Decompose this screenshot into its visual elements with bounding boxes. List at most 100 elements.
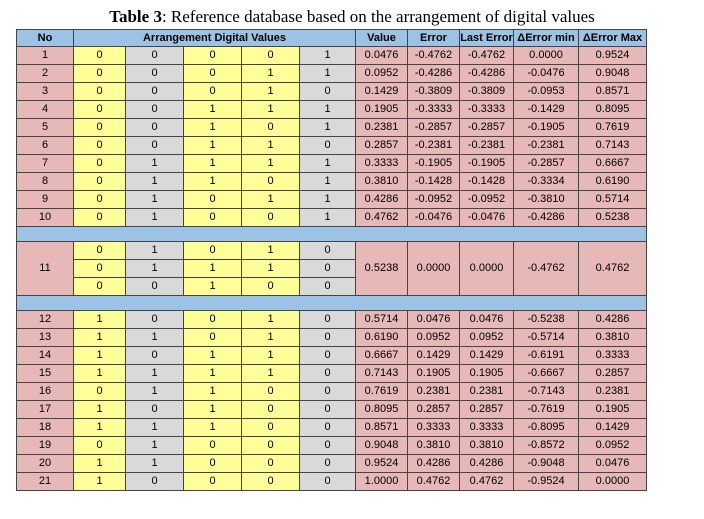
error-cell: -0.4762 [407, 46, 460, 65]
last-error-cell: 0.4286 [459, 454, 514, 473]
error-cell: 0.1905 [407, 364, 460, 383]
digit-cell: 1 [183, 382, 242, 401]
table-row: 8 0 1 1 0 1 0.3810 -0.1428 -0.1428 -0.3334 0.6190 [16, 172, 647, 191]
delta-error-min-cell: -0.1429 [513, 100, 579, 119]
delta-error-max-cell: 0.3810 [578, 328, 647, 347]
row-number: 10 [16, 208, 74, 227]
table-row: 3 0 0 0 1 0 0.1429 -0.3809 -0.3809 -0.0953 0.8571 [16, 82, 647, 101]
delta-error-max-cell: 0.0476 [578, 454, 647, 473]
delta-error-min-cell: -0.6191 [513, 346, 579, 365]
separator-cell [16, 226, 647, 242]
header-error: Error [407, 29, 460, 47]
digit-cell: 1 [183, 277, 242, 296]
digit-cell: 1 [183, 400, 242, 419]
digit-cell: 1 [241, 310, 300, 329]
digit-cell: 0 [73, 64, 126, 83]
table-row: 17 1 0 1 0 0 0.8095 0.2857 0.2857 -0.7619 0.1905 [16, 400, 647, 419]
header-delta-error-max: ΔError Max [578, 29, 647, 47]
table-row: 13 1 1 0 1 0 0.6190 0.0952 0.0952 -0.5714 0.3810 [16, 328, 647, 347]
error-cell: -0.2381 [407, 136, 460, 155]
delta-error-max-cell: 0.0000 [578, 472, 647, 491]
table-row: 15 1 1 1 1 0 0.7143 0.1905 0.1905 -0.6667 0.2857 [16, 364, 647, 383]
digit-cell: 0 [73, 259, 126, 278]
table-row: 6 0 0 1 1 0 0.2857 -0.2381 -0.2381 -0.2381 0.7143 [16, 136, 647, 155]
digit-cell: 1 [241, 346, 300, 365]
row-number: 21 [16, 472, 74, 491]
digit-cell: 1 [183, 364, 242, 383]
delta-error-min-cell: -0.4762 [513, 241, 579, 296]
delta-error-max-cell: 0.8571 [578, 82, 647, 101]
delta-error-max-cell: 0.8095 [578, 100, 647, 119]
digit-cell: 1 [241, 364, 300, 383]
digit-cell: 0 [299, 364, 356, 383]
digit-cell: 0 [299, 400, 356, 419]
value-cell: 0.5714 [355, 310, 408, 329]
last-error-cell: 0.0476 [459, 310, 514, 329]
value-cell: 0.6190 [355, 328, 408, 347]
digit-cell: 1 [125, 364, 184, 383]
error-cell: 0.0952 [407, 328, 460, 347]
digit-cell: 1 [183, 136, 242, 155]
delta-error-min-cell: -0.3810 [513, 190, 579, 209]
last-error-cell: 0.4762 [459, 472, 514, 491]
digit-cell: 0 [73, 172, 126, 191]
digit-cell: 0 [299, 136, 356, 155]
digit-cell: 0 [241, 208, 300, 227]
digit-cell: 1 [241, 328, 300, 347]
digit-cell: 1 [125, 382, 184, 401]
digit-cell: 1 [241, 154, 300, 173]
delta-error-min-cell: -0.9524 [513, 472, 579, 491]
delta-error-min-cell: -0.7143 [513, 382, 579, 401]
last-error-cell: 0.3810 [459, 436, 514, 455]
delta-error-max-cell: 0.2857 [578, 364, 647, 383]
digit-cell: 0 [299, 241, 356, 260]
delta-error-min-cell: -0.1905 [513, 118, 579, 137]
delta-error-max-cell: 0.3333 [578, 346, 647, 365]
delta-error-max-cell: 0.2381 [578, 382, 647, 401]
digit-cell: 0 [73, 208, 126, 227]
delta-error-max-cell: 0.7619 [578, 118, 647, 137]
digit-cell: 0 [125, 82, 184, 101]
digit-cell: 1 [183, 259, 242, 278]
digit-cell: 0 [183, 310, 242, 329]
digit-cell: 1 [125, 190, 184, 209]
digit-cell: 0 [183, 64, 242, 83]
row-number: 11 [16, 241, 74, 296]
value-cell: 0.7143 [355, 364, 408, 383]
reference-table: No Arrangement Digital Values Value Erro… [16, 29, 647, 491]
digit-cell: 1 [241, 259, 300, 278]
digit-cell: 0 [73, 190, 126, 209]
delta-error-min-cell: -0.0953 [513, 82, 579, 101]
digit-cell: 0 [125, 46, 184, 65]
delta-error-max-cell: 0.5238 [578, 208, 647, 227]
digit-cell: 1 [183, 418, 242, 437]
digit-cell: 1 [299, 154, 356, 173]
digit-cell: 1 [73, 328, 126, 347]
header-last-error: Last Error [459, 29, 514, 47]
digit-cell: 0 [73, 241, 126, 260]
table-row: 20 1 1 0 0 0 0.9524 0.4286 0.4286 -0.9048 0.0476 [16, 454, 647, 473]
delta-error-max-cell: 0.4286 [578, 310, 647, 329]
delta-error-max-cell: 0.1905 [578, 400, 647, 419]
delta-error-max-cell: 0.7143 [578, 136, 647, 155]
value-cell: 0.9524 [355, 454, 408, 473]
error-cell: -0.4286 [407, 64, 460, 83]
error-cell: 0.3333 [407, 418, 460, 437]
delta-error-min-cell: -0.5238 [513, 310, 579, 329]
digit-cell: 0 [125, 400, 184, 419]
row-number: 12 [16, 310, 74, 329]
header-delta-error-min: ΔError min [513, 29, 579, 47]
row-number: 9 [16, 190, 74, 209]
digit-cell: 1 [125, 418, 184, 437]
value-cell: 0.6667 [355, 346, 408, 365]
error-cell: 0.4286 [407, 454, 460, 473]
value-cell: 0.1905 [355, 100, 408, 119]
last-error-cell: -0.3333 [459, 100, 514, 119]
row-number: 8 [16, 172, 74, 191]
error-cell: -0.1905 [407, 154, 460, 173]
digit-cell: 0 [183, 328, 242, 347]
value-cell: 1.0000 [355, 472, 408, 491]
digit-cell: 0 [299, 82, 356, 101]
digit-cell: 1 [241, 136, 300, 155]
